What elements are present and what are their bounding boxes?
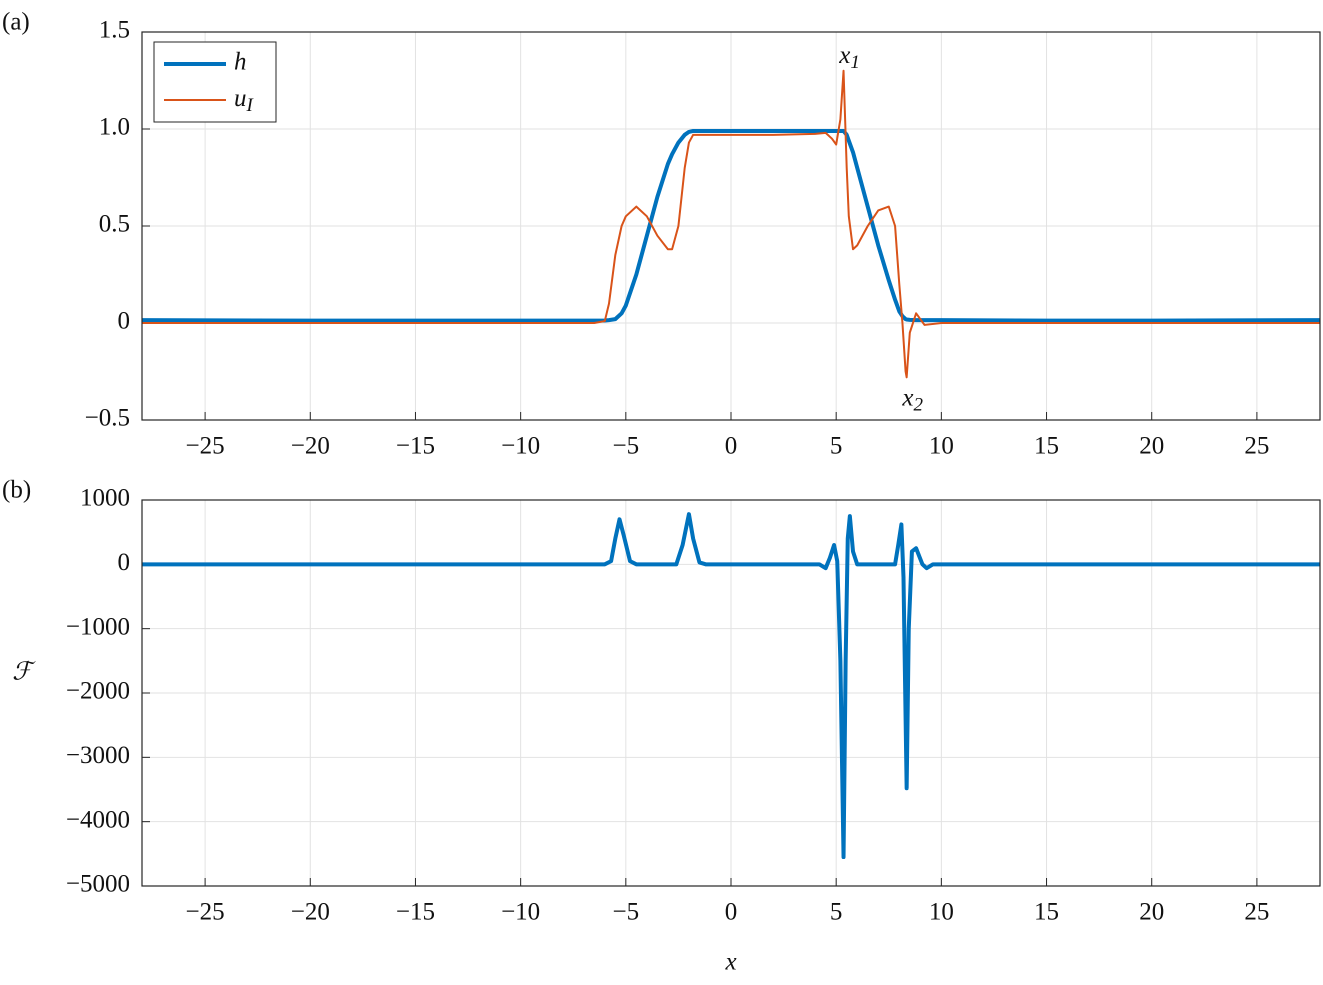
y-axis-label: ℱ [12,658,36,685]
y-tick-label: 0 [118,549,131,576]
x-tick-label: 10 [929,899,954,926]
y-tick-label: −2000 [66,678,130,705]
x-tick-label: 0 [725,433,738,460]
y-tick-label: −5000 [66,871,130,898]
legend-label: h [234,49,247,76]
annotation: x1 [838,42,860,74]
x-tick-label: −20 [291,433,330,460]
x-tick-label: −5 [613,899,640,926]
x-tick-label: 20 [1139,433,1164,460]
x-tick-label: 25 [1244,433,1269,460]
axes-frame [141,31,1321,421]
y-tick-label: 1000 [80,485,130,512]
series-line [142,69,1320,379]
annotation: x2 [901,384,923,416]
x-tick-label: 15 [1034,899,1059,926]
panel-label: (b) [2,477,31,504]
x-tick-label: −15 [396,433,435,460]
x-tick-label: 5 [830,899,843,926]
x-tick-label: 10 [929,433,954,460]
x-tick-label: −10 [501,433,540,460]
x-tick-label: −15 [396,899,435,926]
y-tick-label: −0.5 [85,405,130,432]
x-tick-label: 0 [725,899,738,926]
x-axis-label: x [724,949,736,976]
y-tick-label: −4000 [66,806,130,833]
y-tick-label: 0 [118,308,131,335]
x-tick-label: 20 [1139,899,1164,926]
y-tick-label: 1.5 [99,17,130,44]
x-tick-label: −25 [186,433,225,460]
legend-label: uI [234,85,255,117]
legend-box [153,41,277,123]
series-line [142,128,1320,323]
x-tick-label: 15 [1034,433,1059,460]
panel-label: (a) [2,9,30,36]
y-tick-label: −3000 [66,742,130,769]
x-tick-label: −25 [186,899,225,926]
series-line [142,512,1320,860]
x-tick-label: −20 [291,899,330,926]
y-tick-label: 1.0 [99,114,130,141]
x-tick-label: −10 [501,899,540,926]
x-tick-label: 25 [1244,899,1269,926]
axes-frame [141,499,1321,887]
y-tick-label: −1000 [66,613,130,640]
x-tick-label: −5 [613,433,640,460]
y-tick-label: 0.5 [99,211,130,238]
x-tick-label: 5 [830,433,843,460]
